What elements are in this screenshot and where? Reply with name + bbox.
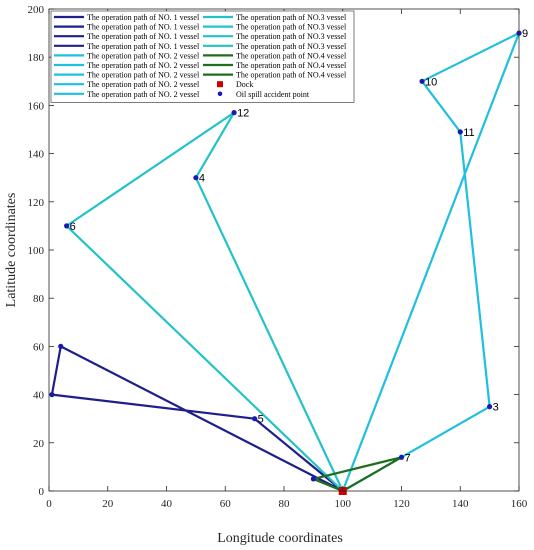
point-label-10: 10 <box>425 76 437 88</box>
y-tick-label: 0 <box>39 486 45 498</box>
legend-entry: The operation path of NO.4 vessel <box>236 71 347 80</box>
y-tick-label: 80 <box>33 293 45 305</box>
accident-point-5 <box>252 416 258 422</box>
x-tick-label: 100 <box>335 498 352 510</box>
point-label-5: 5 <box>258 414 264 426</box>
x-tick-label: 140 <box>452 498 469 510</box>
point-label-12: 12 <box>237 108 249 120</box>
legend-entry: The operation path of NO. 1 vessel <box>87 32 200 41</box>
y-tick-label: 100 <box>28 245 45 257</box>
legend-entry: The operation path of NO. 2 vessel <box>87 51 200 60</box>
series-path-2 <box>341 31 521 492</box>
accident-point-3 <box>487 404 493 410</box>
legend-entry: The operation path of NO.3 vessel <box>236 13 347 22</box>
legend-point-marker <box>217 91 223 97</box>
series-path-4 <box>312 456 403 493</box>
x-axis-title: Longitude coordinates <box>217 531 343 546</box>
points-layer: 3 4 5 6 7 9 10 11 12 <box>49 28 528 495</box>
x-tick-label: 160 <box>511 498 528 510</box>
y-tick-label: 20 <box>33 438 45 450</box>
legend-entry: The operation path of NO. 2 vessel <box>87 61 200 70</box>
x-tick-label: 20 <box>102 498 114 510</box>
accident-point-2 <box>58 343 64 349</box>
accident-point-8 <box>310 476 316 482</box>
y-tick-label: 200 <box>28 4 45 16</box>
y-tick-label: 120 <box>28 197 45 209</box>
accident-point-11 <box>457 129 463 135</box>
legend-entry: Dock <box>236 80 253 89</box>
point-label-11: 11 <box>463 127 474 139</box>
legend-entry: The operation path of NO.4 vessel <box>236 51 347 60</box>
accident-point-4 <box>193 175 199 181</box>
point-label-9: 9 <box>522 28 528 40</box>
point-label-3: 3 <box>493 402 499 414</box>
y-tick-label: 160 <box>28 100 45 112</box>
legend-entry: The operation path of NO. 1 vessel <box>87 23 200 32</box>
x-tick-label: 40 <box>161 498 173 510</box>
accident-point-7 <box>398 454 405 460</box>
point-label-7: 7 <box>405 452 411 464</box>
legend-entry: The operation path of NO. 2 vessel <box>87 71 200 80</box>
legend-entry: The operation path of NO. 2 vessel <box>87 80 200 89</box>
legend-entry: The operation path of NO. 1 vessel <box>87 13 200 22</box>
y-axis-title: Latitude coordinates <box>4 193 19 308</box>
legend-entry: The operation path of NO.3 vessel <box>236 42 347 51</box>
y-tick-label: 180 <box>28 52 45 64</box>
axes-layer: 0 20 40 60 80 100 120 140 160 0 20 40 60 80 100 120 140 1… <box>28 4 528 510</box>
x-tick-label: 60 <box>220 498 232 510</box>
legend-entry: The operation path of NO.4 vessel <box>236 61 347 70</box>
x-tick-label: 80 <box>279 498 291 510</box>
accident-point-10 <box>419 78 425 84</box>
y-tick-label: 60 <box>33 341 45 353</box>
point-label-4: 4 <box>199 173 205 185</box>
accident-point-12 <box>231 110 237 116</box>
legend-entry: The operation path of NO.3 vessel <box>236 32 347 41</box>
y-tick-label: 40 <box>33 390 45 402</box>
legend-entry: The operation path of NO. 2 vessel <box>87 90 200 99</box>
point-label-6: 6 <box>70 221 76 233</box>
legend-dock-marker <box>217 81 223 88</box>
y-tick-label: 140 <box>28 149 45 161</box>
x-tick-label: 120 <box>393 498 410 510</box>
legend-entry: The operation path of NO.3 vessel <box>236 23 347 32</box>
x-tick-label: 0 <box>46 498 52 510</box>
legend-box <box>50 10 355 103</box>
accident-point-6 <box>64 223 70 229</box>
legend-entry: Oil spill accident point <box>236 90 310 99</box>
legend-entry: The operation path of NO. 1 vessel <box>87 42 200 51</box>
